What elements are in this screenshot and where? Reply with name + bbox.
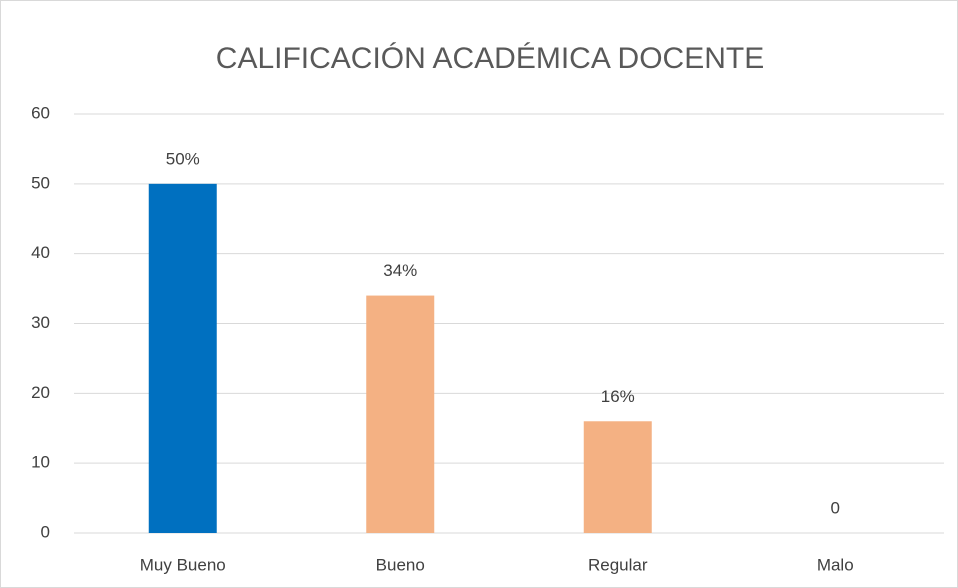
y-tick-label: 60 (31, 103, 50, 122)
bar (366, 295, 435, 533)
value-label: 50% (166, 149, 200, 168)
bar (583, 421, 652, 533)
x-tick-label: Malo (817, 555, 854, 574)
bar (148, 183, 217, 534)
y-tick-label: 30 (31, 313, 50, 332)
y-tick-label: 40 (31, 243, 50, 262)
x-tick-label: Muy Bueno (140, 555, 226, 574)
value-label: 0 (831, 498, 840, 517)
chart-title: CALIFICACIÓN ACADÉMICA DOCENTE (216, 42, 764, 75)
y-tick-label: 20 (31, 383, 50, 402)
x-tick-label: Bueno (376, 555, 425, 574)
y-tick-label: 10 (31, 453, 50, 472)
y-tick-label: 0 (41, 522, 50, 541)
value-label: 16% (601, 387, 635, 406)
x-tick-label: Regular (588, 555, 648, 574)
value-label: 34% (383, 261, 417, 280)
y-tick-label: 50 (31, 173, 50, 192)
